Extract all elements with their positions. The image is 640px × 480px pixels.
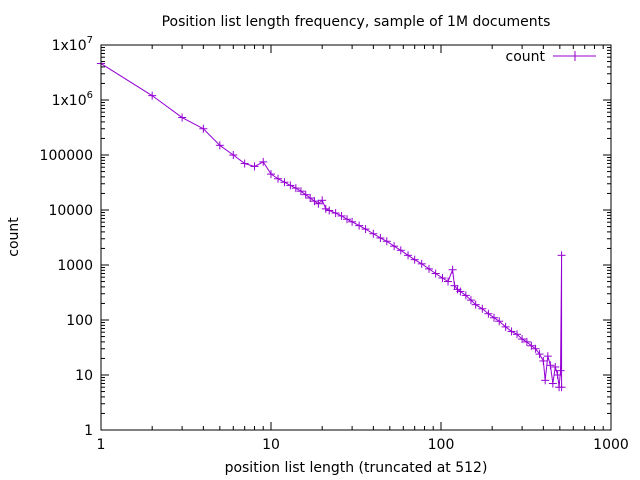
data-point [296,187,305,196]
data-point [250,162,259,171]
data-point [546,361,555,370]
chart-title: Position list length frequency, sample o… [162,14,551,30]
series-line-count [100,63,563,388]
x-tick-label: 1000 [593,437,629,453]
data-point [337,211,346,220]
data-point [314,199,323,208]
data-point [376,233,385,242]
data-point [557,383,566,392]
data-point [444,277,453,286]
data-point [471,300,480,309]
data-point [215,141,224,150]
y-tick-label: 1000 [57,258,93,274]
data-point [551,362,560,371]
data-point [425,264,434,273]
y-tick-label: 1x107 [52,35,93,54]
data-point [456,287,465,296]
data-point [410,255,419,264]
data-point [507,327,516,336]
legend-label-count: count [506,49,546,65]
data-point [240,159,249,168]
data-point [274,174,283,183]
y-tick-label-base: 1x10 [52,38,87,54]
legend-marker-count [570,51,580,61]
data-point [361,225,370,234]
data-point [556,366,565,375]
data-point [535,350,544,359]
data-point [513,330,522,339]
data-point [448,265,457,274]
data-point [318,196,327,205]
data-point [466,296,475,305]
y-tick-label: 10 [75,368,93,384]
data-point [539,356,548,365]
data-point [321,204,330,213]
data-point [343,215,352,224]
data-point [199,124,208,133]
data-point [557,251,566,260]
data-point [501,322,510,331]
y-tick-label: 100000 [40,148,93,164]
y-tick-label: 100 [66,313,93,329]
data-point [531,344,540,353]
data-point [495,317,504,326]
data-point [522,337,531,346]
y-tick-label: 1x106 [52,90,93,109]
data-point [369,229,378,238]
y-axis-label: count [6,217,22,257]
plot-frame [100,44,612,431]
axis-ticks: 1 10 100 10001101001000100001000001x1061x10… [40,35,629,453]
data-series [97,59,566,392]
data-point [417,259,426,268]
legend: count [506,49,596,65]
data-point [390,242,399,251]
data-point [301,190,310,199]
x-axis-label: position list length (truncated at 512) [225,460,488,476]
data-point [438,274,447,283]
data-point [286,181,295,190]
data-point [280,178,289,187]
y-tick-label: 1 [84,423,93,439]
data-point [543,352,552,361]
data-point [331,209,340,218]
data-point [396,246,405,255]
data-point [489,313,498,322]
data-point [355,221,364,230]
data-point [325,206,334,215]
data-point [178,113,187,122]
x-tick-label: 10 [262,437,280,453]
data-point [291,184,300,193]
data-point [484,309,493,318]
data-point [518,335,527,344]
y-tick-label: 10000 [48,203,93,219]
y-tick-label-base: 1x10 [52,93,87,109]
data-point [259,157,268,166]
x-tick-label: 100 [428,437,455,453]
data-point [461,291,470,300]
data-point [306,194,315,203]
data-point [541,376,550,385]
data-point [548,379,557,388]
data-point [527,341,536,350]
data-point [553,371,562,379]
data-point [267,170,275,179]
data-point [404,251,413,260]
data-point [348,217,357,226]
data-point [229,151,238,159]
y-tick-label-exponent: 7 [87,35,93,46]
data-point [148,91,157,100]
data-point [431,269,440,278]
y-tick-label-exponent: 6 [87,90,93,101]
data-point [478,304,487,313]
x-tick-label: 1 [97,437,106,453]
data-point [382,237,391,246]
